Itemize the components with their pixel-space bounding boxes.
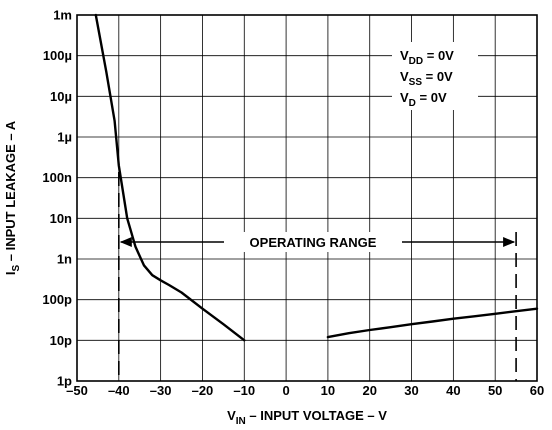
x-tick-label: 40: [446, 383, 460, 398]
axis-labels: VIN – INPUT VOLTAGE – V IS – INPUT LEAKAG…: [3, 120, 387, 427]
leakage-curve-negative: [94, 13, 246, 342]
condition-label: VDD = 0V: [400, 48, 454, 67]
condition-label: VD = 0V: [400, 90, 447, 109]
x-tick-label: 50: [488, 383, 502, 398]
x-tick-label: 20: [362, 383, 376, 398]
x-tick-label: 10: [321, 383, 335, 398]
tick-labels: –50 –40 –30 –20 –10 0 10 20 30 40 50 60 1m 100µ 10µ 1µ 1…: [42, 8, 544, 399]
x-tick-label: 30: [404, 383, 418, 398]
x-tick-label: 0: [282, 383, 289, 398]
x-tick-label: –50: [66, 383, 88, 398]
conditions-box: [392, 42, 478, 110]
y-tick-label: 1n: [57, 252, 72, 267]
y-tick-label: 1p: [57, 374, 72, 389]
axes: [76, 14, 538, 382]
y-tick-label: 1m: [53, 8, 72, 23]
y-tick-label: 10p: [50, 333, 72, 348]
y-tick-label: 100n: [42, 170, 72, 185]
x-tick-label: 60: [530, 383, 544, 398]
range-label-bg: [222, 232, 404, 252]
y-tick-label: 10n: [50, 211, 72, 226]
x-tick-label: –20: [192, 383, 214, 398]
leakage-curve-positive: [326, 307, 539, 339]
range-arrowhead-right: [503, 237, 516, 247]
x-tick-label: –40: [108, 383, 130, 398]
plot-frame: [76, 14, 538, 382]
y-tick-label: 10µ: [50, 89, 72, 104]
range-arrowhead-left: [119, 237, 132, 247]
curves: [94, 13, 539, 342]
x-axis-label: VIN – INPUT VOLTAGE – V: [227, 408, 387, 427]
x-tick-label: –10: [233, 383, 255, 398]
y-tick-label: 100p: [42, 292, 72, 307]
conditions: VDD = 0V VSS = 0V VD = 0V: [392, 42, 478, 110]
range-label: OPERATING RANGE: [250, 235, 377, 250]
y-tick-label: 100µ: [43, 48, 72, 63]
operating-range: OPERATING RANGE: [118, 172, 517, 381]
condition-label: VSS = 0V: [400, 69, 453, 88]
x-tick-label: –30: [150, 383, 172, 398]
y-tick-label: 1µ: [57, 130, 72, 145]
y-axis-label: IS – INPUT LEAKAGE – A: [3, 120, 22, 275]
